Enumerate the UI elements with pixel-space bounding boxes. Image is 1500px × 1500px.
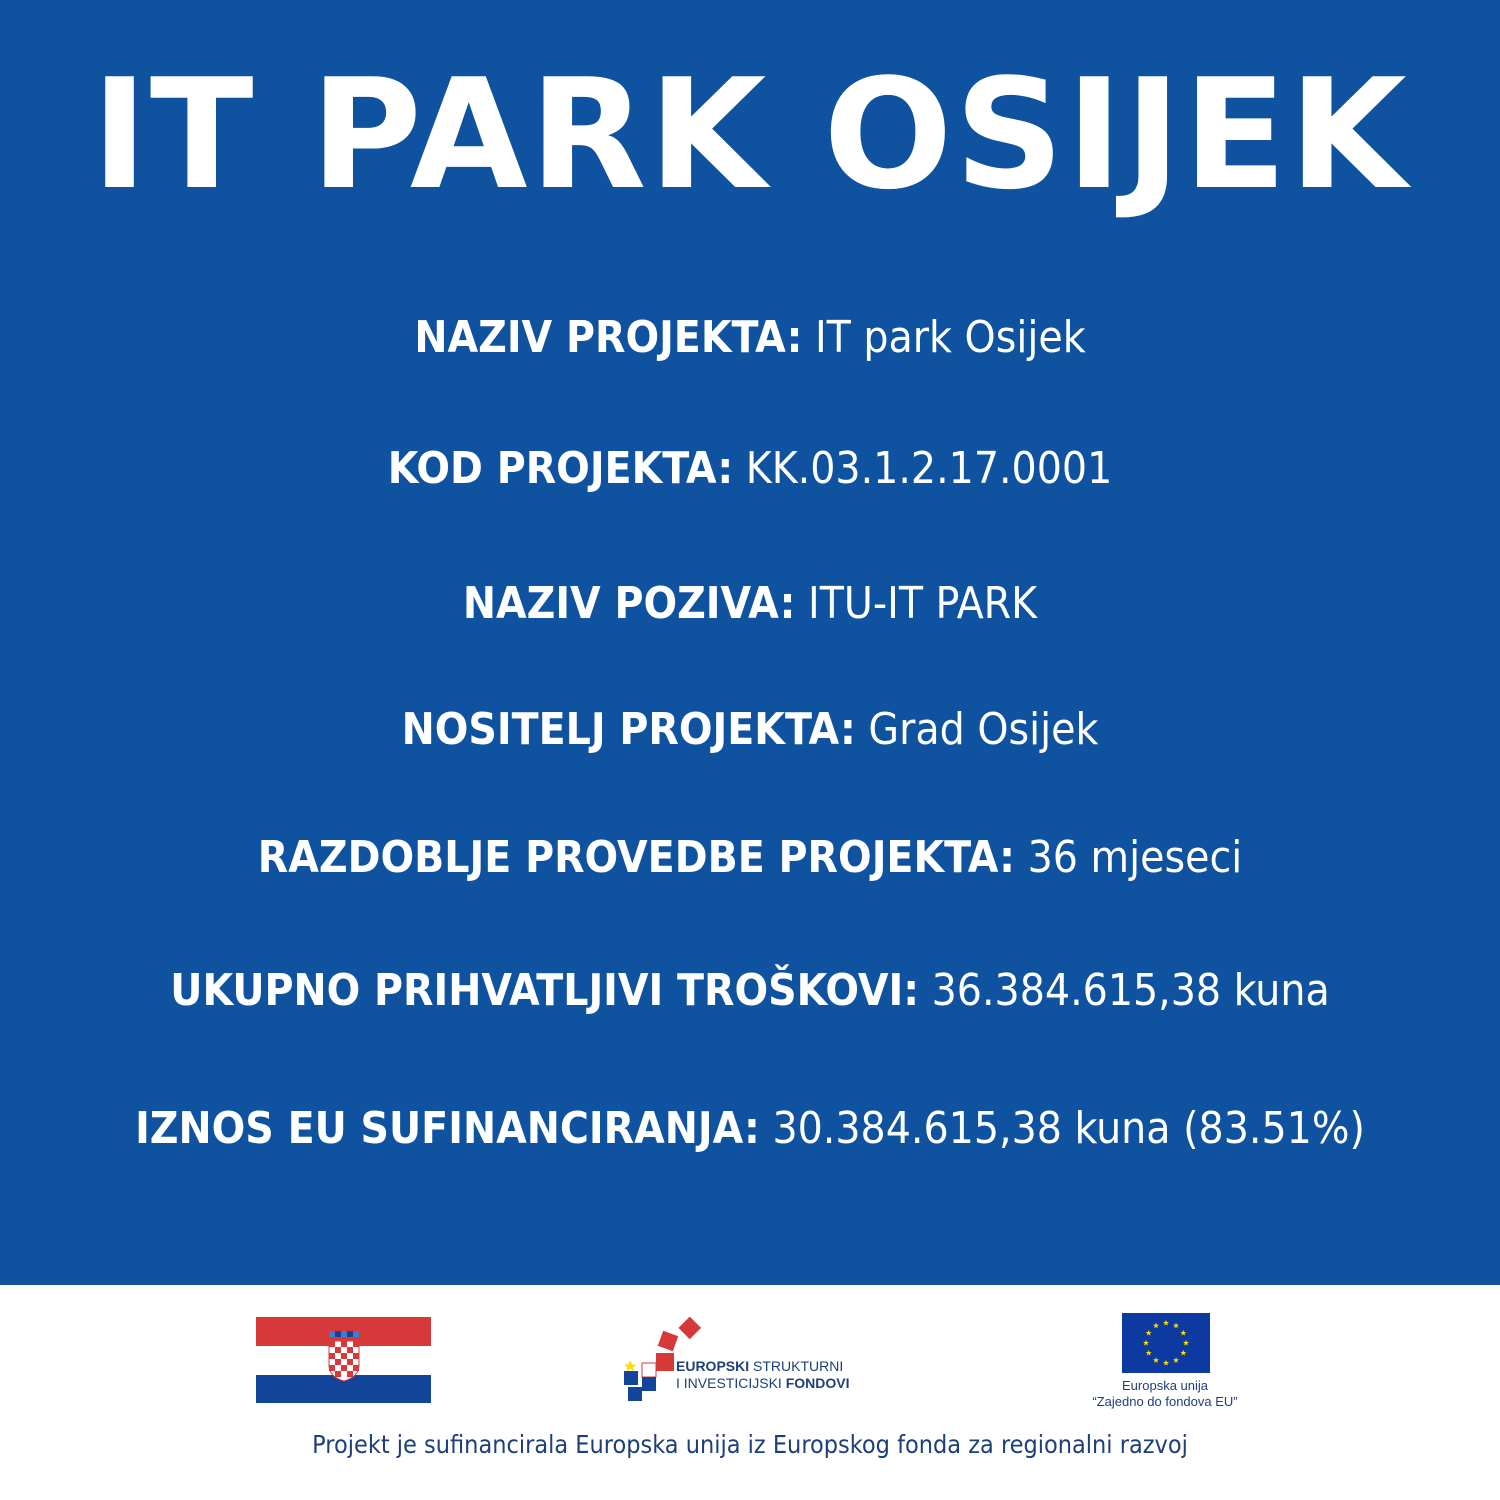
- row-eligible-costs: UKUPNO PRIHVATLJIVI TROŠKOVI: 36.384.615…: [0, 961, 1500, 1021]
- eu-star: [1152, 1322, 1160, 1329]
- row-call-name: NAZIV POZIVA: ITU-IT PARK: [0, 574, 1500, 634]
- eu-star: [1152, 1357, 1160, 1363]
- info-panel: IT PARK OSIJEK NAZIV PROJEKTA: IT park O…: [0, 0, 1500, 1285]
- row-eu-cofinancing: IZNOS EU SUFINANCIRANJA: 30.384.615,38 k…: [0, 1099, 1500, 1159]
- row-label: RAZDOBLJE PROVEDBE PROJEKTA:: [257, 832, 1016, 883]
- esif-bold-1: EUROPSKI: [676, 1358, 750, 1374]
- row-value: 36 mjeseci: [1027, 832, 1243, 883]
- croatian-flag-icon: [256, 1317, 431, 1403]
- row-label: UKUPNO PRIHVATLJIVI TROŠKOVI:: [170, 965, 920, 1016]
- row-label: NAZIV POZIVA:: [462, 578, 796, 629]
- row-label: NOSITELJ PROJEKTA:: [401, 704, 856, 755]
- eu-star: [1180, 1349, 1187, 1356]
- esif-rest-1: STRUKTURNI: [753, 1358, 844, 1374]
- eu-star: [1162, 1319, 1170, 1326]
- eu-caption-line2: “Zajedno do fondova EU”: [1092, 1394, 1238, 1409]
- row-value: 36.384.615,38 kuna: [931, 965, 1330, 1016]
- eu-star: [1172, 1322, 1180, 1329]
- esif-bold-2: FONDOVI: [785, 1375, 850, 1391]
- eu-star: [1145, 1329, 1152, 1336]
- row-value: IT park Osijek: [815, 312, 1086, 363]
- row-project-holder: NOSITELJ PROJEKTA: Grad Osijek: [0, 700, 1500, 760]
- eu-star: [1145, 1349, 1152, 1356]
- eu-caption: Europska unija “Zajedno do fondova EU”: [1065, 1378, 1265, 1410]
- eu-star: [1180, 1329, 1187, 1336]
- row-value: 30.384.615,38 kuna (83.51%): [772, 1103, 1365, 1154]
- row-label: KOD PROJEKTA:: [387, 443, 734, 494]
- page-title: IT PARK OSIJEK: [91, 46, 1409, 223]
- eu-caption-line1: Europska unija: [1122, 1378, 1208, 1393]
- row-label: NAZIV PROJEKTA:: [414, 312, 803, 363]
- eu-star: [1162, 1359, 1170, 1366]
- eu-star: [1142, 1339, 1150, 1346]
- eu-star: [1182, 1339, 1190, 1346]
- eu-flag-icon: [1122, 1313, 1210, 1373]
- row-implementation-period: RAZDOBLJE PROVEDBE PROJEKTA: 36 mjeseci: [0, 828, 1500, 888]
- funding-note: Projekt je sufinancirala Europska unija …: [312, 1430, 1188, 1459]
- row-value: KK.03.1.2.17.0001: [745, 443, 1113, 494]
- row-label: IZNOS EU SUFINANCIRANJA:: [135, 1103, 760, 1154]
- eu-star: [1172, 1357, 1180, 1363]
- row-value: ITU-IT PARK: [808, 578, 1038, 629]
- esif-rest-2: I INVESTICIJSKI: [676, 1375, 782, 1391]
- row-value: Grad Osijek: [868, 704, 1099, 755]
- esif-logo-icon: [623, 1316, 702, 1401]
- row-project-name: NAZIV PROJEKTA: IT park Osijek: [0, 308, 1500, 368]
- esif-logo-text: EUROPSKI STRUKTURNI I INVESTICIJSKI FOND…: [676, 1358, 849, 1392]
- footer: EUROPSKI STRUKTURNI I INVESTICIJSKI FOND…: [0, 1285, 1500, 1500]
- row-project-code: KOD PROJEKTA: KK.03.1.2.17.0001: [0, 439, 1500, 499]
